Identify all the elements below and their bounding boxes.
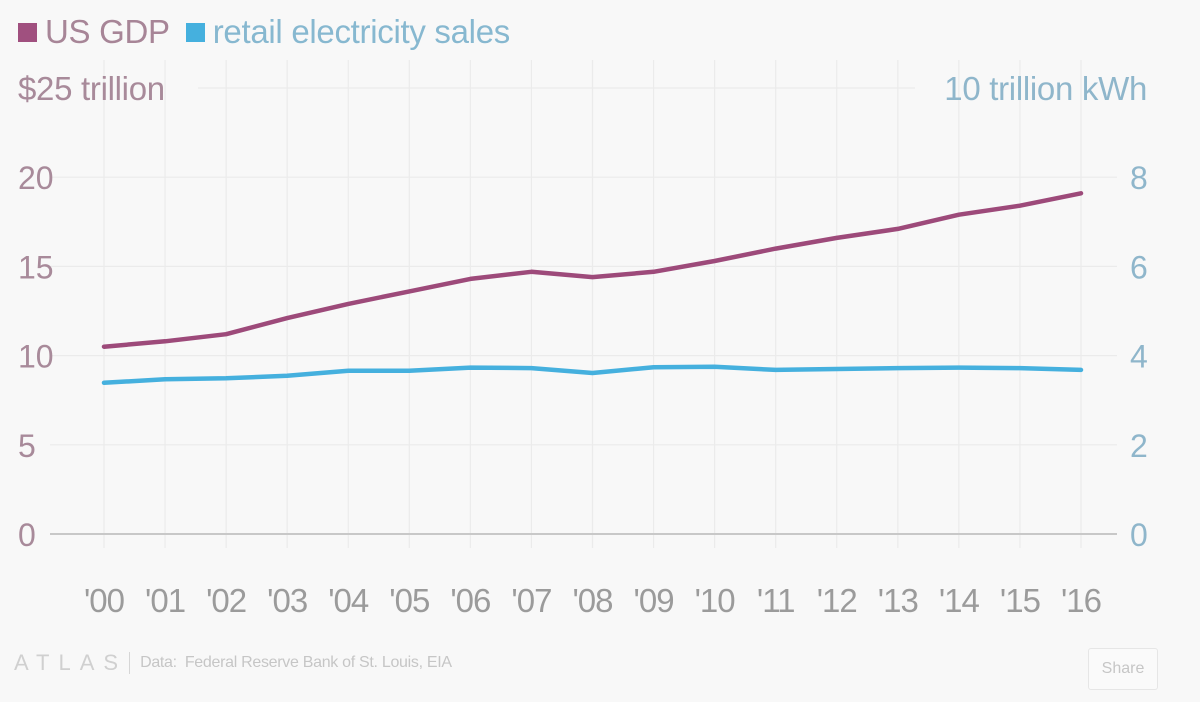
x-axis-tick-label: '11 (757, 582, 795, 619)
x-axis-ticks: '00 '01 '02 '03 '04 '05 '06 '07 '08 '09 '10 '11 '12 '… (84, 582, 1102, 619)
x-axis-tick-label: '15 (1000, 582, 1040, 619)
legend-item-electricity[interactable]: retail electricity sales (185, 13, 511, 51)
chart-footer: ATLAS Data: Federal Reserve Bank of St. L… (14, 648, 452, 678)
x-axis-tick-label: '08 (572, 582, 612, 619)
chart-plot: $25 trillion 10 trillion kWh 0 5 10 15 20 0 2… (18, 60, 1148, 619)
x-axis-tick-label: '06 (450, 582, 490, 619)
x-axis-tick-label: '09 (634, 582, 674, 619)
legend-label-electricity: retail electricity sales (212, 13, 511, 50)
x-axis-tick-label: '04 (328, 582, 369, 619)
x-axis-tick-label: '16 (1061, 582, 1101, 619)
x-axis-tick-label: '01 (145, 582, 185, 619)
right-axis-ticks: 0 2 4 6 8 (1130, 160, 1148, 553)
right-axis-tick-label: 6 (1130, 249, 1148, 285)
x-axis-tick-label: '14 (939, 582, 980, 619)
left-axis-tick-label: 20 (18, 160, 54, 196)
data-source: Data: Federal Reserve Bank of St. Louis, … (140, 654, 452, 672)
left-axis-tick-label: 0 (18, 517, 36, 553)
x-axis-tick-label: '10 (695, 582, 736, 619)
right-axis-tick-label: 4 (1130, 339, 1148, 375)
legend-label-gdp: US GDP (45, 13, 170, 50)
right-axis-tick-label: 8 (1130, 160, 1148, 196)
legend-item-gdp[interactable]: US GDP (18, 13, 170, 51)
footer-divider (129, 652, 131, 674)
right-axis-unit-label: 10 trillion kWh (944, 70, 1147, 107)
right-axis-tick-label: 0 (1130, 517, 1148, 553)
left-axis-ticks: 0 5 10 15 20 (18, 160, 54, 553)
x-axis-tick-label: '07 (511, 582, 551, 619)
horizontal-gridlines (50, 87, 1117, 446)
x-axis-tick-label: '03 (267, 582, 307, 619)
data-source-label: Data: (140, 654, 177, 671)
x-axis-tick-label: '00 (84, 582, 125, 619)
x-axis-tick-label: '12 (817, 582, 857, 619)
left-axis-tick-label: 15 (18, 249, 54, 285)
data-source-text: Federal Reserve Bank of St. Louis, EIA (184, 654, 452, 671)
legend-swatch-gdp (18, 22, 37, 42)
x-axis-tick-label: '05 (389, 582, 429, 619)
atlas-logo[interactable]: ATLAS (14, 650, 128, 675)
x-axis-tick-label: '02 (206, 582, 246, 619)
chart-legend: US GDP retail electricity sales (18, 12, 510, 52)
left-axis-unit-label: $25 trillion (18, 70, 165, 107)
right-axis-tick-label: 2 (1130, 428, 1148, 464)
legend-swatch-electricity (185, 22, 205, 42)
left-axis-tick-label: 5 (18, 428, 36, 464)
series-lines (101, 191, 1084, 386)
share-button[interactable]: Share (1088, 648, 1158, 690)
vertical-gridlines (103, 60, 1082, 548)
left-axis-tick-label: 10 (18, 339, 54, 375)
x-axis-tick-label: '13 (878, 582, 918, 619)
